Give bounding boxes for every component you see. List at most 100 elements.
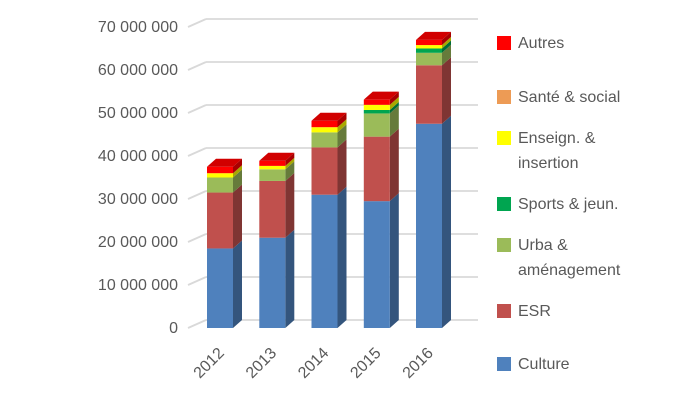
- bar-2015-urba-am-nagement-side: [389, 105, 399, 137]
- bar-2013-autres-side: [285, 152, 295, 166]
- gridline-connector: [187, 233, 207, 243]
- bar-2016-sports-jeun-side: [442, 40, 451, 53]
- x-axis-tick-label: 2013: [243, 345, 280, 382]
- legend-swatch-urba-amenagement: [497, 237, 511, 252]
- bar-2016-sports-jeun: [416, 48, 442, 53]
- bar-2014-top: [311, 112, 347, 121]
- y-axis-tick-label: 30 000 000: [98, 191, 178, 208]
- bar-2012-autres-side: [233, 158, 242, 174]
- y-axis-tick-label: 50 000 000: [98, 105, 178, 122]
- bar-2015-autres: [363, 99, 390, 105]
- bar-2016-esr-side: [442, 57, 451, 124]
- bar-2014-autres: [311, 120, 338, 128]
- bar-2012-top: [207, 158, 242, 167]
- bar-2013-enseign-insertion: [259, 165, 286, 170]
- bar-2012-esr: [207, 192, 233, 249]
- bar-2016-urba-am-nagement: [416, 52, 442, 66]
- bar-2015-enseign-insertion-side: [389, 96, 399, 110]
- bar-2014-esr: [311, 147, 338, 195]
- bar-2014-culture-side: [337, 186, 347, 328]
- legend-label-enseign-insertion: Enseign. & insertion: [518, 129, 596, 172]
- bar-2016-autres: [416, 39, 442, 46]
- gridline-connector: [187, 319, 207, 329]
- bar-2012-enseign-insertion-side: [233, 165, 242, 178]
- bar-2015-autres-side: [389, 91, 399, 105]
- bar-2014-urba-am-nagement-side: [337, 124, 347, 148]
- legend-swatch-sports-jeun: [497, 196, 511, 211]
- bar-2012-autres: [207, 166, 233, 174]
- x-axis-tick-label: 2014: [295, 345, 332, 382]
- bar-2016-autres-side: [442, 31, 451, 46]
- bar-2013-esr-side: [285, 172, 295, 238]
- bar-2012-esr-side: [233, 184, 242, 249]
- bar-2012-culture: [207, 248, 233, 328]
- bar-2012-urba-am-nagement-side: [233, 169, 242, 193]
- gridline-connector: [187, 18, 207, 28]
- bar-2013-enseign-insertion-side: [285, 157, 295, 170]
- y-axis-tick-label: 70 000 000: [98, 19, 178, 36]
- bar-2012-urba-am-nagement: [207, 177, 233, 193]
- bar-2016-enseign-insertion: [416, 45, 442, 49]
- x-axis-tick-label: 2016: [400, 345, 437, 382]
- legend-swatch-autres: [497, 36, 511, 51]
- gridline-connector: [187, 61, 207, 71]
- bar-2013-top: [259, 152, 295, 161]
- bar-2016-top: [416, 31, 451, 40]
- bar-2016-esr: [416, 65, 442, 124]
- legend-item-enseign-insertion: Enseign. & insertion: [497, 124, 689, 178]
- y-axis-tick-label: 20 000 000: [98, 234, 178, 251]
- legend-swatch-enseign-insertion: [497, 130, 511, 145]
- y-axis-tick-label: 60 000 000: [98, 62, 178, 79]
- bar-2016-culture-side: [442, 115, 451, 328]
- y-axis-tick-label: 0: [169, 320, 178, 337]
- x-axis-tick-label: 2012: [191, 345, 228, 382]
- bar-2016-urba-am-nagement-side: [442, 44, 451, 66]
- legend-swatch-culture: [497, 357, 511, 372]
- bar-2015-culture: [363, 201, 390, 328]
- bar-2015-top: [363, 91, 399, 100]
- gridline-connector: [187, 190, 207, 200]
- bar-2015-enseign-insertion: [363, 104, 390, 110]
- bar-2016-culture: [416, 123, 442, 328]
- bar-2015-esr-side: [389, 128, 399, 202]
- y-axis-tick-label: 10 000 000: [98, 277, 178, 294]
- bar-2014-enseign-insertion: [311, 127, 338, 133]
- bar-2015-culture-side: [389, 193, 399, 328]
- bar-2014-enseign-insertion-side: [337, 119, 347, 133]
- legend-label-urba-amenagement: Urba & aménagement: [518, 236, 621, 279]
- bar-2015-urba-am-nagement: [363, 113, 390, 137]
- gridline-connector: [187, 147, 207, 157]
- bar-2013-culture-side: [285, 229, 295, 328]
- legend-swatch-sante-social: [497, 89, 511, 104]
- legend-item-culture: Culture: [497, 338, 689, 392]
- bar-2012-culture-side: [233, 240, 242, 328]
- bar-2012-enseign-insertion: [207, 173, 233, 178]
- legend-label-autres: Autres: [518, 35, 565, 53]
- bar-2016-enseign-insertion-side: [442, 37, 451, 49]
- bar-2014-autres-side: [337, 112, 347, 128]
- legend-swatch-esr: [497, 303, 511, 318]
- bar-2014-urba-am-nagement: [311, 132, 338, 148]
- legend-item-esr: ESR: [497, 285, 689, 339]
- stacked-bar-chart: 0 10 000 000 20 000 000 30 000 000 40 000 00…: [98, 18, 478, 382]
- x-axis-tick-label: 2015: [347, 345, 384, 382]
- gridline-connector: [187, 104, 207, 114]
- legend-item-sante-social: Santé & social: [497, 71, 689, 125]
- legend-item-sports-jeun: Sports & jeun.: [497, 178, 689, 232]
- legend-item-urba-amenagement: Urba & aménagement: [497, 231, 689, 285]
- bar-2013-urba-am-nagement: [259, 169, 286, 181]
- bar-2013-autres: [259, 160, 286, 166]
- bar-2013-urba-am-nagement-side: [285, 161, 295, 181]
- chart-legend: Autres Santé & social Enseign. & inserti…: [497, 17, 689, 392]
- legend-label-sante-social: Santé & social: [518, 88, 621, 106]
- bar-2014-culture: [311, 194, 338, 328]
- legend-item-autres: Autres: [497, 17, 689, 71]
- legend-label-culture: Culture: [518, 356, 570, 374]
- bar-2013-esr: [259, 180, 286, 238]
- bar-2015-esr: [363, 136, 390, 202]
- bar-2015-sports-jeun-side: [389, 101, 399, 114]
- bar-2014-esr-side: [337, 139, 347, 195]
- legend-label-sports-jeun: Sports & jeun.: [518, 195, 619, 213]
- gridline-connector: [187, 276, 207, 286]
